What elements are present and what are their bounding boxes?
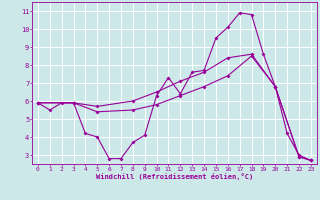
X-axis label: Windchill (Refroidissement éolien,°C): Windchill (Refroidissement éolien,°C)	[96, 173, 253, 180]
